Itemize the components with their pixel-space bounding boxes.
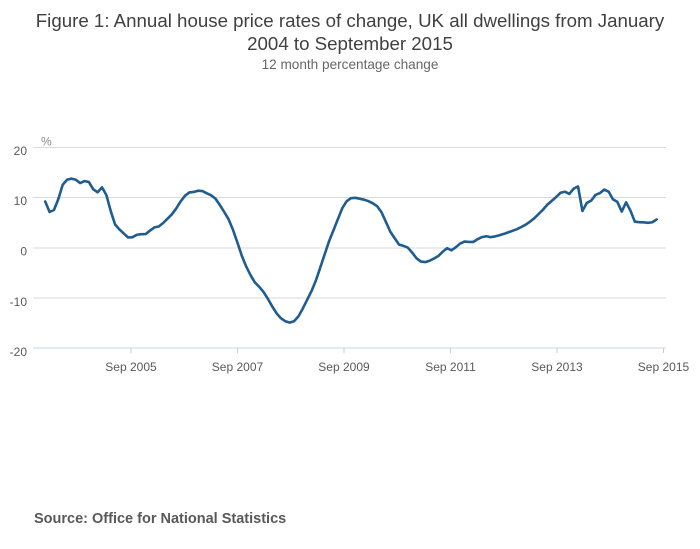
svg-text:-10: -10 xyxy=(10,295,28,309)
svg-text:Sep 2013: Sep 2013 xyxy=(531,360,583,374)
svg-text:0: 0 xyxy=(20,245,27,259)
svg-text:-20: -20 xyxy=(10,345,28,359)
svg-text:Sep 2007: Sep 2007 xyxy=(212,360,264,374)
svg-text:10: 10 xyxy=(14,194,28,208)
svg-text:Sep 2009: Sep 2009 xyxy=(318,360,370,374)
svg-text:Sep 2011: Sep 2011 xyxy=(425,360,476,374)
svg-text:20: 20 xyxy=(14,144,28,158)
svg-text:%: % xyxy=(41,135,52,149)
svg-text:Sep 2005: Sep 2005 xyxy=(105,360,157,374)
svg-text:Sep 2015: Sep 2015 xyxy=(638,360,690,374)
